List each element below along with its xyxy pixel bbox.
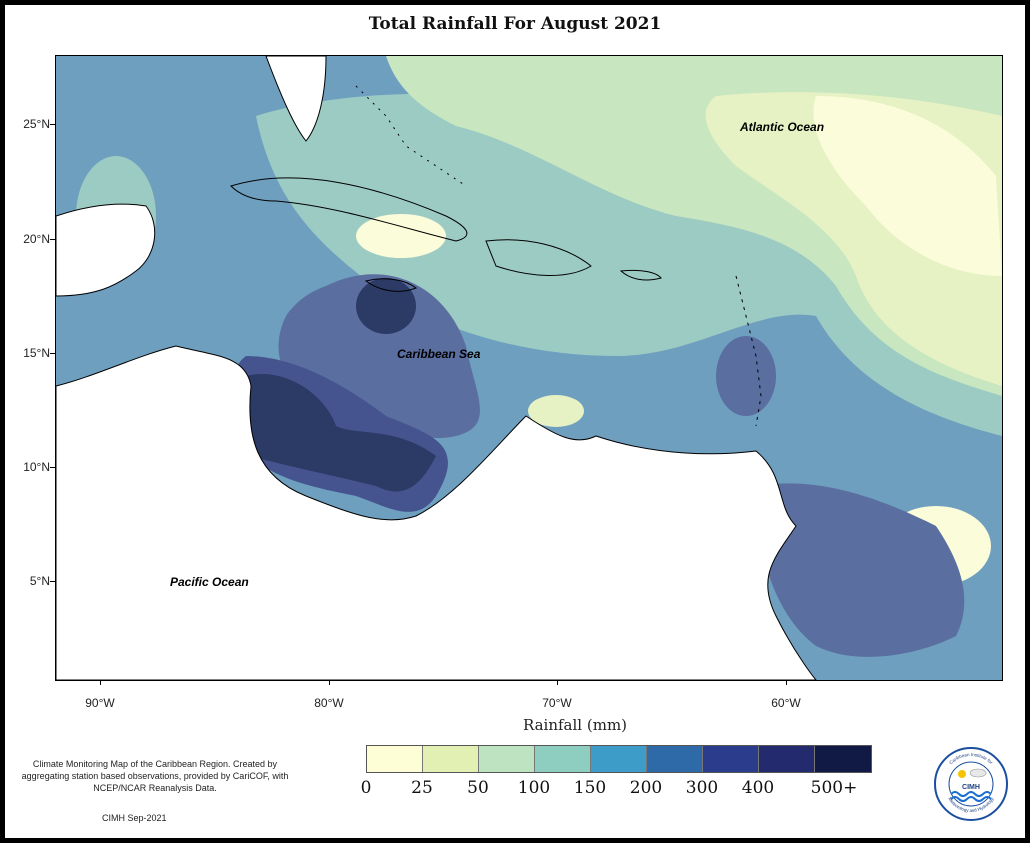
x-tick-label: 60°W (771, 696, 801, 710)
island-puerto-rico (619, 269, 662, 281)
y-tick-label: 5°N (29, 574, 50, 588)
y-tick-mark (50, 353, 55, 354)
x-tick-label: 70°W (542, 696, 572, 710)
legend-label: 25 (411, 778, 433, 798)
map-description-note: Climate Monitoring Map of the Caribbean … (21, 759, 289, 793)
x-tick-label: 90°W (85, 696, 115, 710)
atlantic-ocean-label: Atlantic Ocean (740, 120, 825, 134)
cimh-logo-icon: CIMH Caribbean Institute for Meteorology… (934, 747, 1008, 821)
land-central-south-america (56, 345, 817, 680)
legend-swatch (815, 746, 871, 772)
legend-swatch (367, 746, 423, 772)
caribbean-sea-label: Caribbean Sea (397, 347, 481, 361)
rainfall-zone-25-50-abc (528, 395, 584, 427)
land-florida (265, 56, 327, 142)
legend-label: 300 (685, 778, 719, 798)
rainfall-map-svg (56, 56, 1002, 680)
legend-swatch (591, 746, 647, 772)
legend-label: 400 (741, 778, 775, 798)
x-tick-mark (557, 680, 558, 685)
legend-label: 150 (573, 778, 607, 798)
legend-swatch (647, 746, 703, 772)
legend-label: 500+ (810, 778, 858, 798)
legend-swatch (703, 746, 759, 772)
rainfall-map (55, 55, 1003, 681)
land-yucatan (56, 203, 156, 297)
x-tick-mark (786, 680, 787, 685)
y-tick-mark (50, 124, 55, 125)
legend-swatch (759, 746, 815, 772)
y-tick-mark (50, 581, 55, 582)
legend-label: 200 (629, 778, 663, 798)
island-cuba (230, 177, 468, 242)
island-jamaica (364, 278, 417, 292)
island-hispaniola (485, 239, 592, 276)
map-credit: CIMH Sep-2021 (102, 813, 167, 823)
legend-swatch (479, 746, 535, 772)
legend-swatch (535, 746, 591, 772)
x-tick-label: 80°W (314, 696, 344, 710)
y-tick-mark (50, 239, 55, 240)
legend-labels: 0 25 50 100 150 200 300 400 500+ (340, 778, 900, 800)
map-title: Total Rainfall For August 2021 (368, 14, 662, 34)
logo-text: CIMH (962, 784, 980, 791)
legend-swatch (423, 746, 479, 772)
y-tick-label: 15°N (23, 346, 50, 360)
pacific-ocean-label: Pacific Ocean (170, 575, 249, 589)
rainfall-zone-500-jamaica (356, 278, 416, 334)
x-tick-mark (100, 680, 101, 685)
y-tick-label: 25°N (23, 117, 50, 131)
rainfall-zone-200-300-antilles (716, 336, 776, 416)
y-tick-mark (50, 467, 55, 468)
rainfall-zone-0-25-cuba (356, 214, 446, 258)
rainfall-zone-500-nicaragua (239, 374, 436, 492)
rainfall-zone-200-300-guianas (756, 483, 965, 657)
islands-lesser-antilles (735, 275, 762, 427)
x-tick-mark (329, 680, 330, 685)
legend-label: 50 (467, 778, 489, 798)
y-tick-label: 10°N (23, 460, 50, 474)
rainfall-zone-0-25 (813, 96, 1002, 276)
legend-title: Rainfall (mm) (522, 716, 628, 734)
legend-label: 0 (360, 778, 372, 798)
legend-label: 100 (517, 778, 551, 798)
legend-color-bar (366, 745, 872, 773)
y-tick-label: 20°N (23, 232, 50, 246)
